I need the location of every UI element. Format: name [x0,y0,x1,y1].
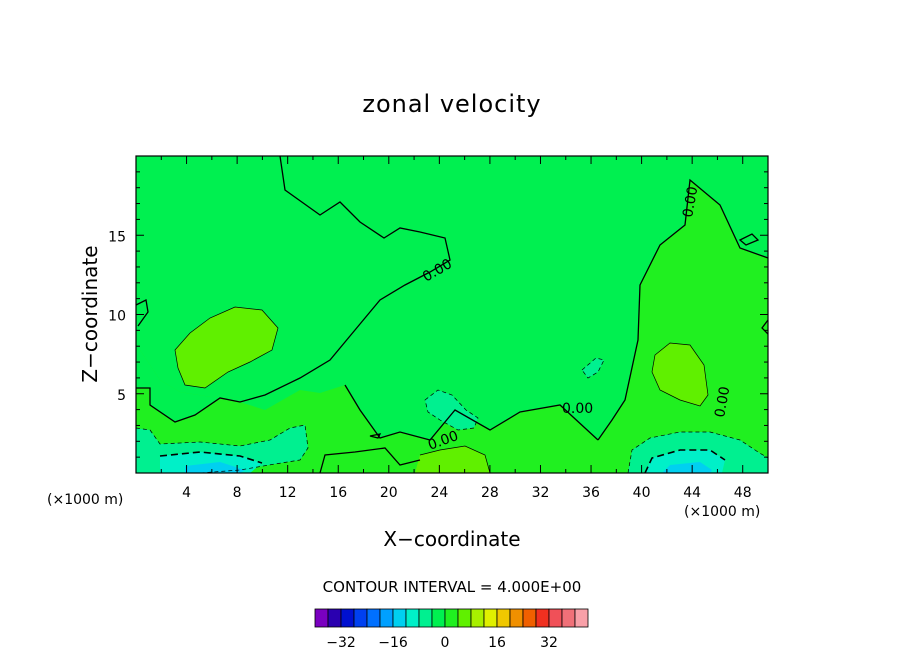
colorbar-swatch [535,608,550,628]
colorbar-swatch [314,608,329,628]
colorbar-swatch [483,608,498,628]
colorbar-swatch [509,608,524,628]
colorbar-swatch [470,608,485,628]
x-tick-label: 28 [481,485,499,501]
colorbar-swatch [353,608,368,628]
colorbar-swatch [405,608,420,628]
colorbar-tick-label: −16 [378,635,408,651]
contour-label: 0.00 [562,401,593,417]
colorbar-swatch [496,608,511,628]
positive-contours [174,306,709,473]
colorbar-swatch [418,608,433,628]
x-axis: 4 8 12 16 20 24 28 32 36 40 44 48 [160,156,752,501]
x-axis-label: X−coordinate [383,527,520,551]
x-unit-right: (×1000 m) [684,504,760,520]
colorbar-swatch [522,608,537,628]
y-tick-label: 10 [108,309,126,325]
x-tick-label: 12 [279,485,297,501]
colorbar-tick-label: 32 [540,635,558,651]
y-axis-label: Z−coordinate [78,245,102,382]
plot-area: 0.00 0.00 0.00 0.00 0.00 [136,156,768,473]
strong-negative-contours [159,449,726,473]
colorbar-swatch [392,608,407,628]
contour-label: 0.00 [712,385,733,418]
chart-title: zonal velocity [362,90,541,118]
x-tick-label: 32 [532,485,550,501]
contour-label: 0.00 [680,185,701,218]
x-tick-label: 24 [430,485,448,501]
colorbar-ticks: −32 −16 0 16 32 [326,635,558,651]
colorbar-swatch [574,608,589,628]
colorbar-swatch [379,608,394,628]
x-tick-label: 40 [633,485,651,501]
x-tick-label: 20 [380,485,398,501]
colorbar-swatch [327,608,342,628]
field-strong-negative-bottom-left [185,462,245,473]
field-strong-negative-bottom-right [662,462,712,473]
colorbar-tick-label: −32 [326,635,356,651]
colorbar-swatch [548,608,563,628]
field-slight-negative-patch-middle [425,390,478,430]
colorbar-tick-label: 16 [488,635,506,651]
colorbar [314,608,589,628]
colorbar-swatch [444,608,459,628]
field-positive-patch-left [175,307,278,388]
y-tick-label: 15 [108,229,126,245]
x-tick-label: 48 [734,485,752,501]
contour-interval-text: CONTOUR INTERVAL = 4.000E+00 [323,578,582,596]
colorbar-swatch [366,608,381,628]
y-axis: 5 10 15 [108,171,768,458]
x-tick-label: 16 [329,485,347,501]
x-tick-label: 4 [182,485,191,501]
x-tick-label: 36 [582,485,600,501]
zero-contours [136,156,768,473]
field-positive-patch-bottom [415,446,490,473]
field-positive-patch-right [652,343,708,406]
field-slight-negative-patch-small [582,358,604,378]
x-unit-left: (×1000 m) [47,492,123,508]
x-tick-label: 8 [233,485,242,501]
colorbar-tick-label: 0 [441,635,450,651]
colorbar-swatch [340,608,355,628]
colorbar-swatch [561,608,576,628]
negative-contours [136,357,768,473]
x-tick-label: 44 [683,485,701,501]
colorbar-swatch [457,608,472,628]
y-tick-label: 5 [117,388,126,404]
colorbar-swatch [431,608,446,628]
